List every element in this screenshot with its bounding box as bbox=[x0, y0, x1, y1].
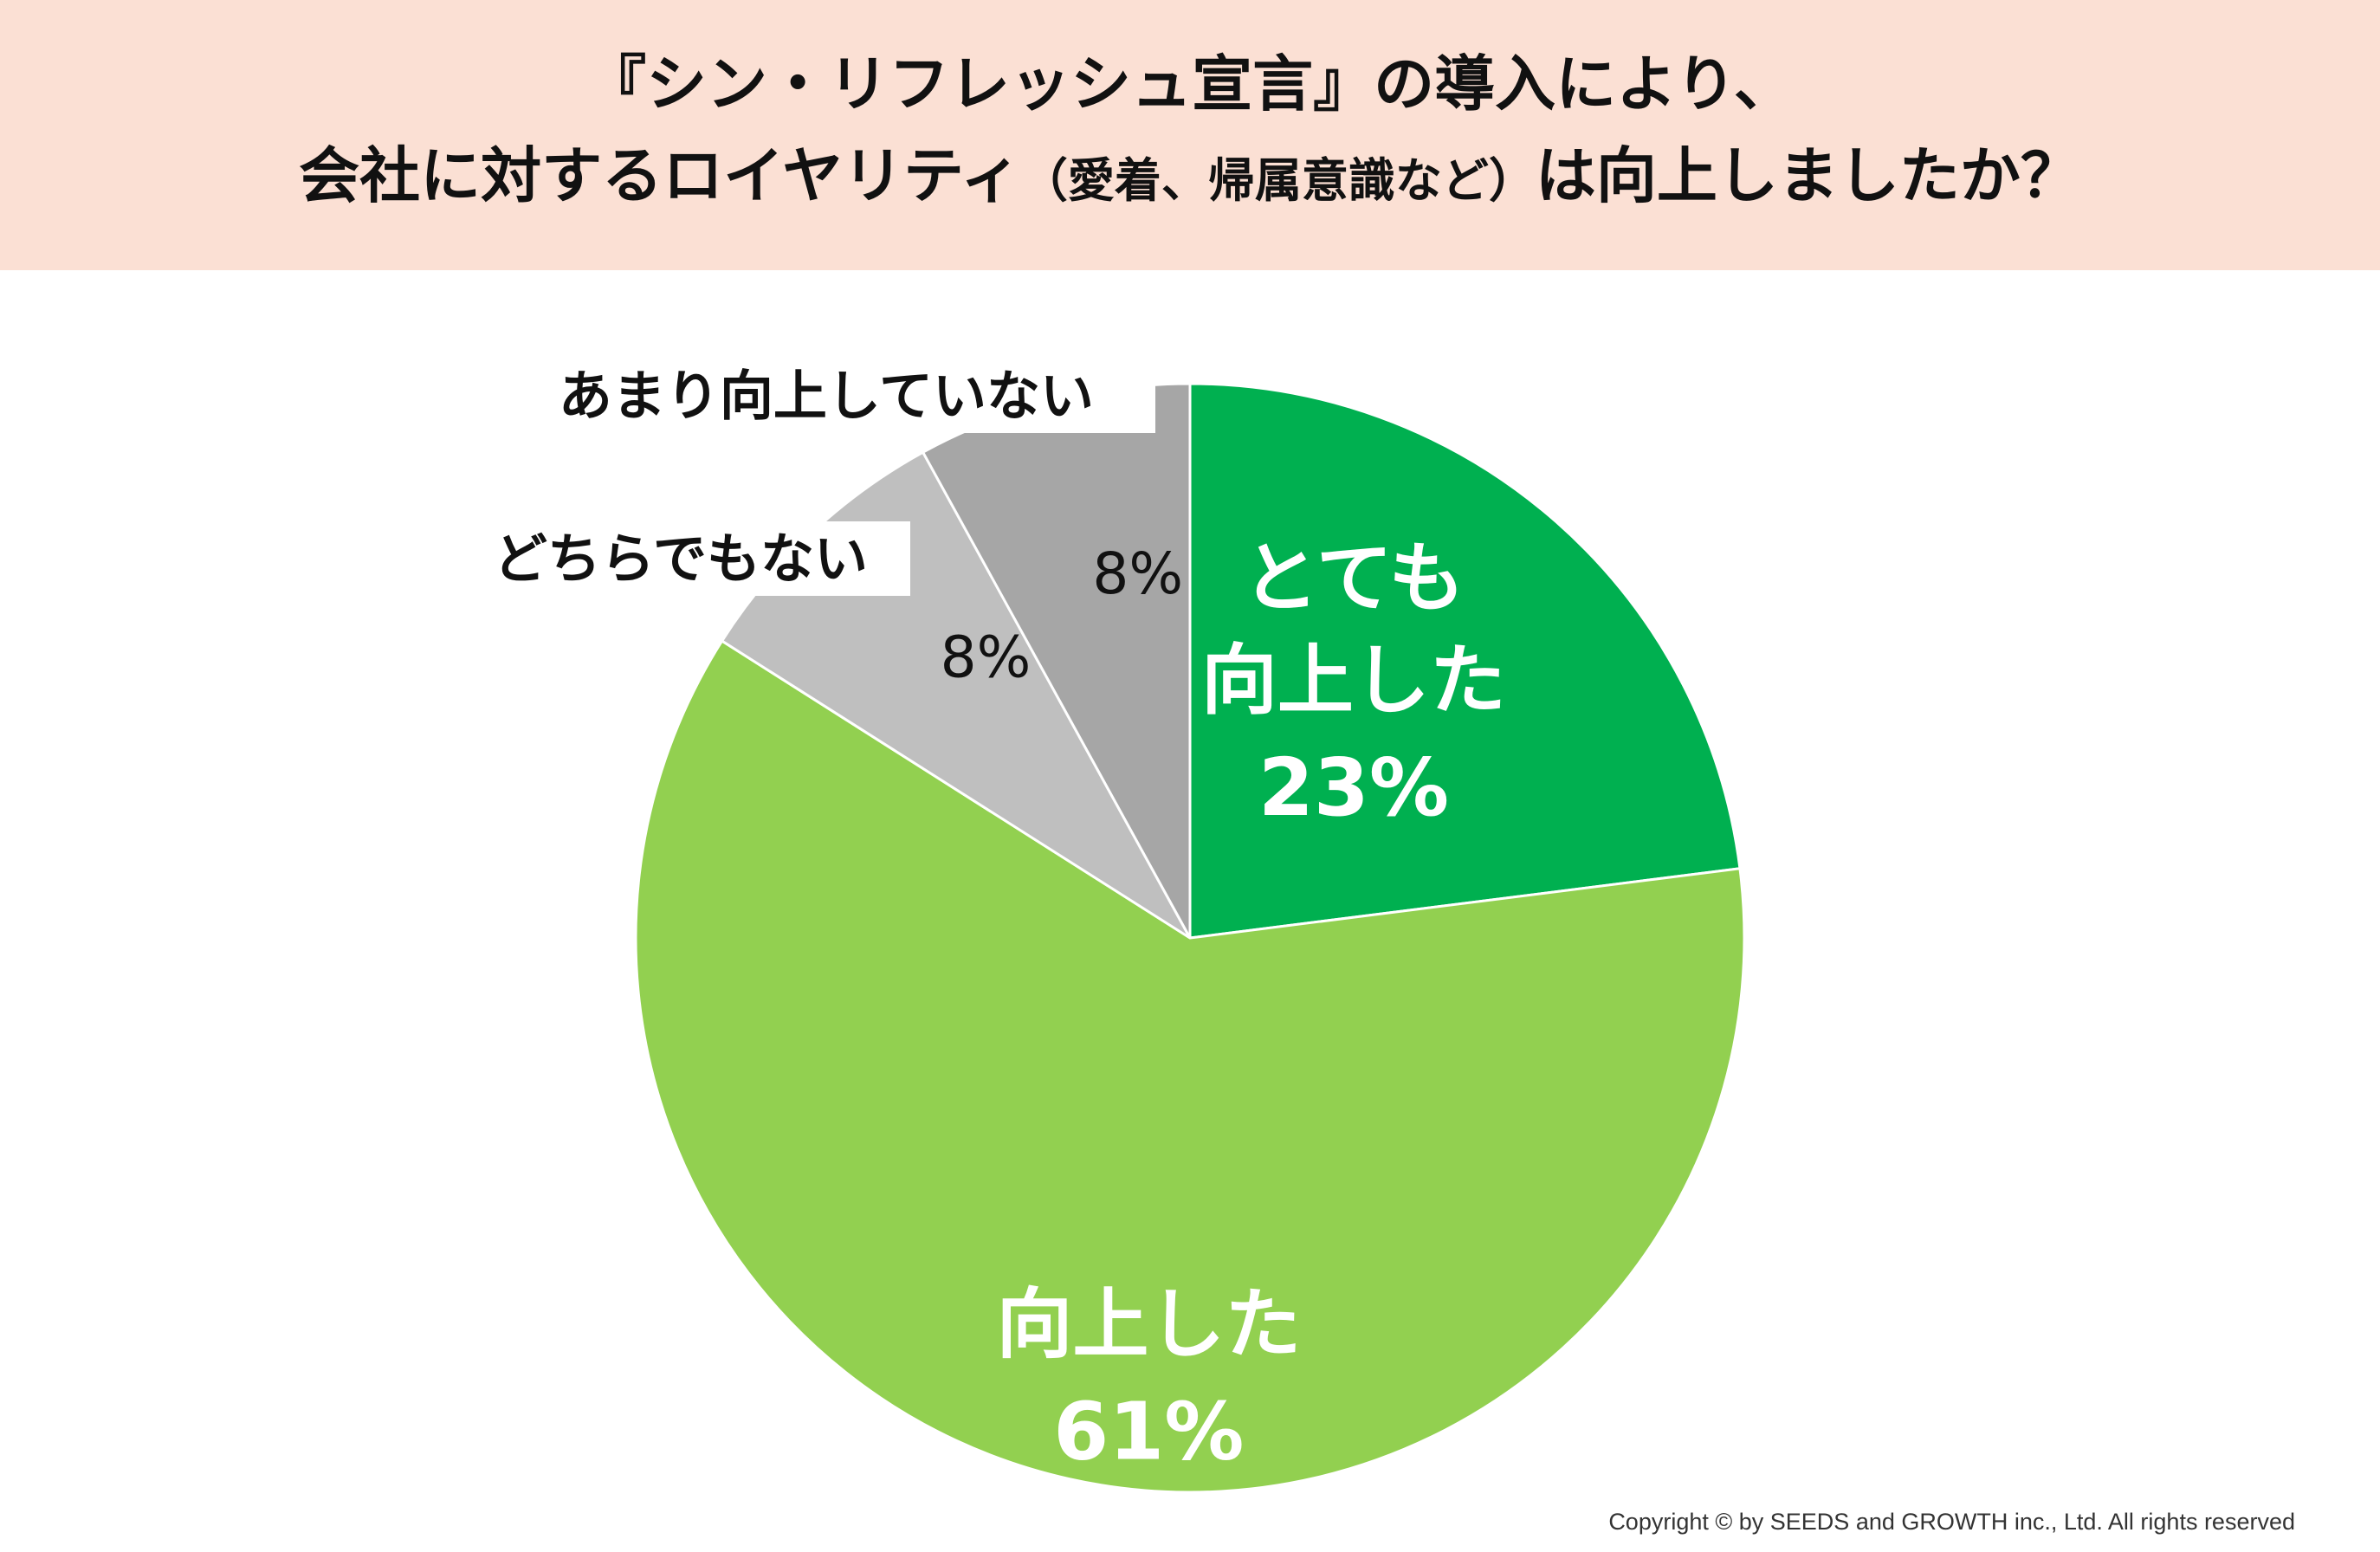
slice-label-2: どちらでもない bbox=[494, 527, 868, 591]
slice-value-label-1: 61% bbox=[1053, 1385, 1244, 1478]
chart-title-line-1: 『シン・リフレッシュ宣言』の導入により、 bbox=[585, 48, 1795, 120]
slice-label-3: あまり向上していない bbox=[559, 365, 1094, 428]
chart-title-main: 会社に対するロイヤリティ bbox=[299, 140, 1021, 211]
slice-label-1: 向上した bbox=[996, 1279, 1301, 1368]
slice-value-label-3: 8% bbox=[1092, 540, 1183, 607]
slice-label-box-2 bbox=[451, 521, 910, 596]
slice-label-box-3 bbox=[497, 359, 1155, 433]
chart-title-parenthetical: （愛着、帰属意識など） bbox=[1020, 153, 1536, 208]
slice-label-0-line-1: とても bbox=[1242, 534, 1465, 623]
slice-value-label-2: 8% bbox=[941, 624, 1032, 691]
pie-slice-1 bbox=[634, 638, 1746, 1494]
title-band: 『シン・リフレッシュ宣言』の導入により、 会社に対するロイヤリティ（愛着、帰属意… bbox=[0, 0, 2380, 270]
slice-label-0-line-2: 向上した bbox=[1201, 636, 1506, 725]
chart-title-line-2: 会社に対するロイヤリティ（愛着、帰属意識など）は向上しましたか？ bbox=[0, 137, 2380, 220]
slice-value-label-0: 23% bbox=[1258, 741, 1449, 834]
pie-slice-0 bbox=[1188, 382, 1742, 940]
copyright-notice: Copyright © by SEEDS and GROWTH inc., Lt… bbox=[1608, 1509, 2295, 1535]
chart-title-end: は向上しましたか？ bbox=[1535, 140, 2081, 211]
